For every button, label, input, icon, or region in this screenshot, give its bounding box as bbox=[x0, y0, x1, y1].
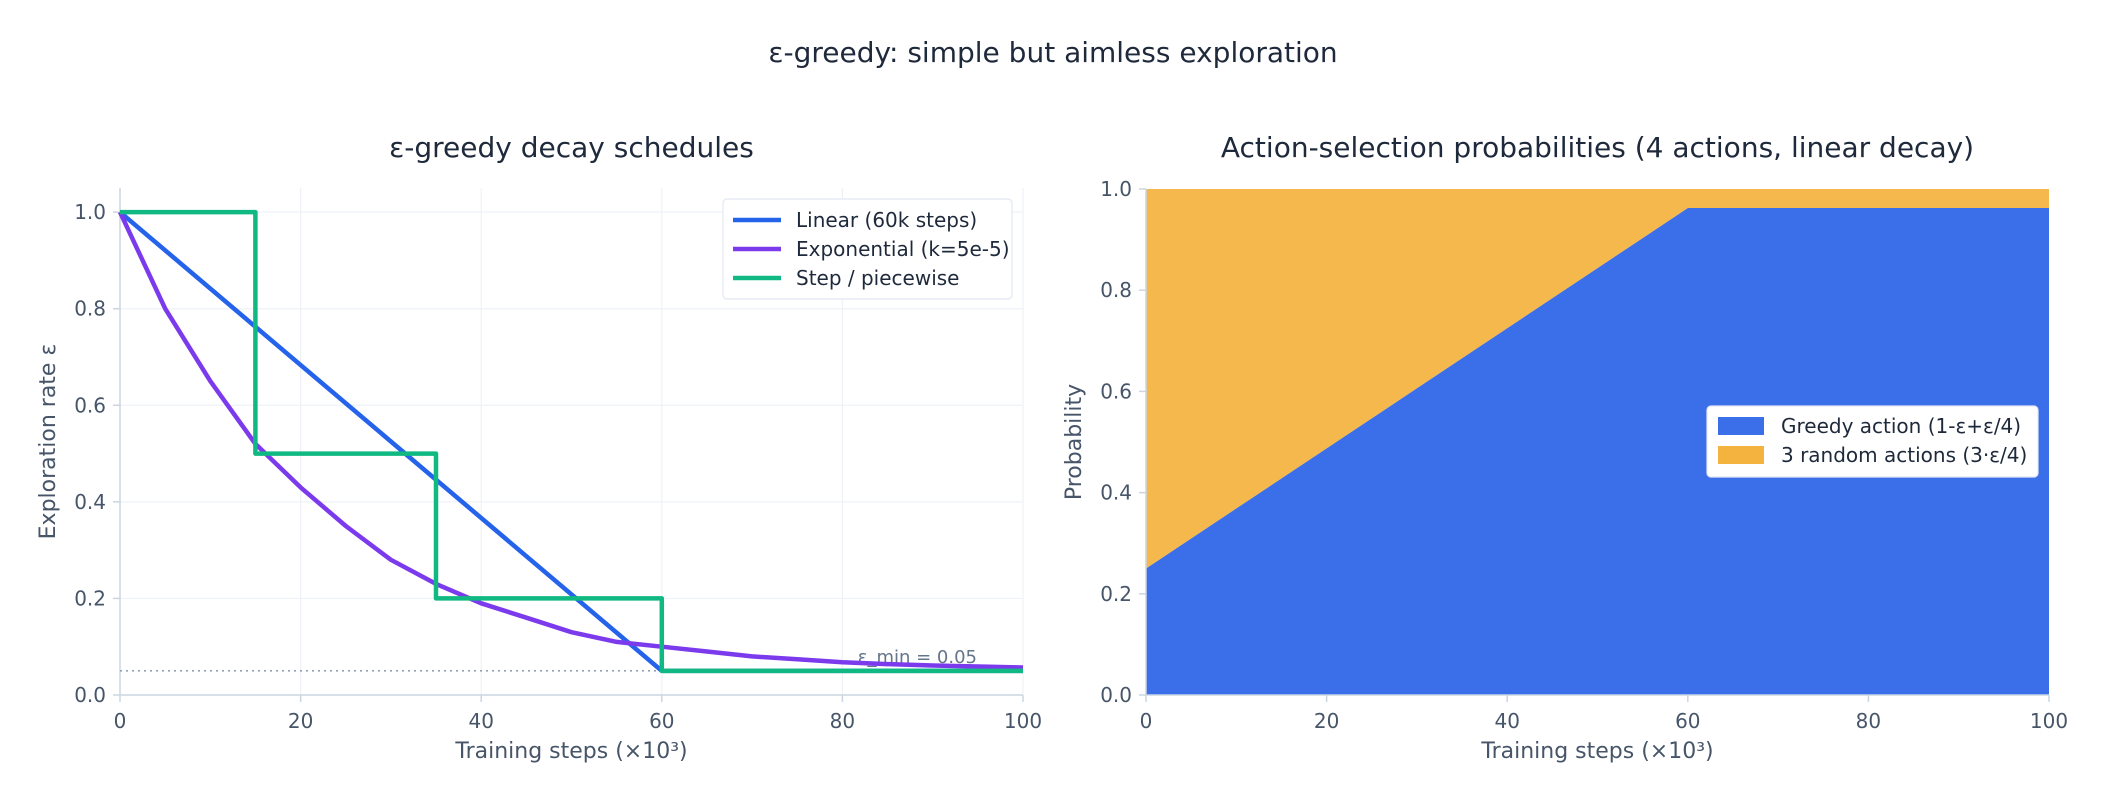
x-tick-label: 80 bbox=[1856, 709, 1881, 733]
legend-swatch-2 bbox=[1718, 446, 1764, 464]
x-tick-label: 80 bbox=[830, 709, 855, 733]
x-axis-label: Training steps (×10³) bbox=[454, 739, 687, 764]
series-line-2 bbox=[117, 211, 1024, 670]
x-tick-label: 60 bbox=[1675, 709, 1700, 733]
legend: Greedy action (1-ε+ε/4) 3 random actions … bbox=[1706, 405, 2039, 478]
area-random-actions bbox=[1146, 189, 2049, 569]
legend-frame bbox=[722, 198, 1013, 300]
y-tick-label: 0.8 bbox=[74, 297, 106, 321]
x-tick-label: 100 bbox=[2030, 709, 2068, 733]
legend-label-2: 3 random actions (3·ε/4) bbox=[1781, 443, 2027, 467]
y-tick-label: 1.0 bbox=[74, 200, 106, 224]
legend-frame bbox=[1706, 405, 2039, 478]
chart-title: Action-selection probabilities (4 action… bbox=[1221, 131, 1974, 164]
y-tick-label: 0.2 bbox=[1100, 582, 1132, 606]
y-tick-label: 0.0 bbox=[74, 683, 106, 707]
legend-label-1: Linear (60k steps) bbox=[796, 208, 977, 232]
left-chart-decay-schedules: ε-greedy decay schedules 0 20 40 60 80 100 0.0 0… bbox=[36, 131, 1042, 764]
x-tick-label: 40 bbox=[468, 709, 493, 733]
x-tick-label: 60 bbox=[649, 709, 674, 733]
legend-label-2: Exponential (k=5e-5) bbox=[796, 237, 1010, 261]
chart-title: ε-greedy decay schedules bbox=[389, 131, 754, 164]
y-tick-label: 0.2 bbox=[74, 586, 106, 610]
y-tick-label: 0.4 bbox=[1100, 481, 1132, 505]
y-tick-label: 1.0 bbox=[1100, 177, 1132, 201]
y-axis-label: Probability bbox=[1062, 384, 1087, 500]
y-axis-label: Exploration rate ε bbox=[36, 344, 61, 540]
series-line-3 bbox=[120, 209, 1023, 674]
legend-label-1: Greedy action (1-ε+ε/4) bbox=[1781, 414, 2021, 438]
legend-label-3: Step / piecewise bbox=[796, 266, 960, 290]
right-chart-action-probabilities: Action-selection probabilities (4 action… bbox=[1062, 131, 2068, 764]
x-tick-label: 20 bbox=[1314, 709, 1339, 733]
x-tick-label: 100 bbox=[1004, 709, 1042, 733]
x-tick-label: 20 bbox=[288, 709, 313, 733]
figure-suptitle: ε-greedy: simple but aimless exploration bbox=[768, 36, 1337, 69]
legend: Linear (60k steps) Exponential (k=5e-5) St… bbox=[722, 198, 1013, 300]
y-tick-label: 0.8 bbox=[1100, 278, 1132, 302]
x-tick-label: 0 bbox=[114, 709, 127, 733]
y-tick-label: 0.6 bbox=[1100, 379, 1132, 403]
y-tick-label: 0.4 bbox=[74, 490, 106, 514]
x-tick-label: 40 bbox=[1494, 709, 1519, 733]
legend-swatch-1 bbox=[1718, 417, 1764, 435]
x-axis-label: Training steps (×10³) bbox=[1480, 739, 1713, 764]
x-tick-label: 0 bbox=[1140, 709, 1153, 733]
area-greedy-action bbox=[1146, 208, 2049, 695]
y-tick-label: 0.6 bbox=[74, 393, 106, 417]
y-tick-label: 0.0 bbox=[1100, 683, 1132, 707]
